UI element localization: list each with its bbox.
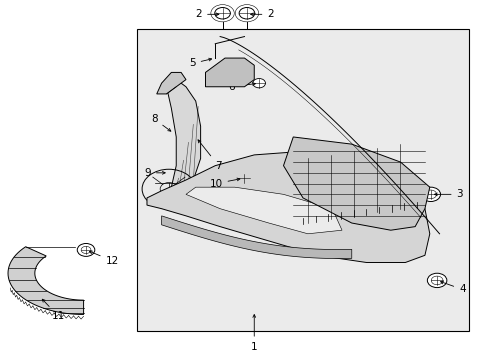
Text: 9: 9 — [144, 168, 165, 178]
Polygon shape — [283, 137, 429, 230]
Circle shape — [77, 243, 95, 256]
Circle shape — [427, 273, 446, 288]
Circle shape — [252, 78, 265, 88]
Text: 8: 8 — [151, 114, 170, 131]
Text: 2: 2 — [250, 9, 273, 19]
Text: 2: 2 — [195, 9, 219, 19]
Text: 7: 7 — [198, 140, 222, 171]
Text: 10: 10 — [209, 178, 240, 189]
Polygon shape — [185, 187, 341, 234]
Circle shape — [239, 8, 254, 19]
Text: 3: 3 — [434, 189, 462, 199]
Text: 11: 11 — [42, 299, 65, 321]
Polygon shape — [147, 151, 429, 262]
Text: 5: 5 — [189, 58, 211, 68]
Text: 12: 12 — [89, 251, 119, 266]
Polygon shape — [8, 247, 83, 315]
Circle shape — [214, 8, 230, 19]
Polygon shape — [205, 58, 254, 87]
Circle shape — [232, 170, 254, 186]
Text: 1: 1 — [250, 315, 257, 352]
Text: 4: 4 — [440, 281, 465, 294]
Circle shape — [420, 187, 440, 202]
Polygon shape — [157, 72, 185, 94]
Polygon shape — [161, 216, 351, 258]
Polygon shape — [166, 80, 200, 202]
Text: 6: 6 — [228, 82, 255, 92]
FancyBboxPatch shape — [137, 30, 468, 330]
